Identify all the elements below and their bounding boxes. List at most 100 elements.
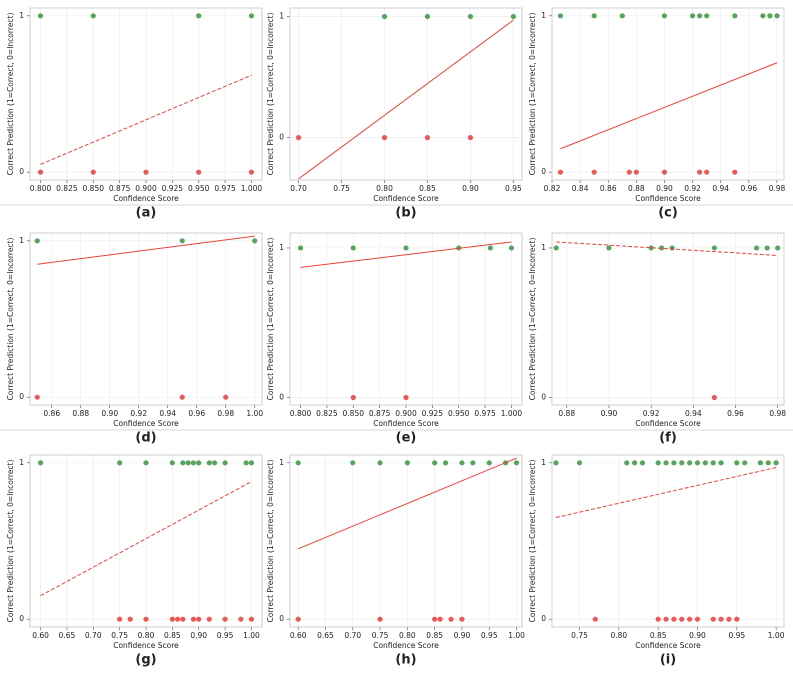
point: [718, 460, 724, 466]
x-tick-label: 0.70: [344, 631, 361, 640]
x-tick-label: 0.75: [571, 631, 588, 640]
point: [663, 460, 669, 466]
point: [742, 460, 748, 466]
point: [248, 13, 255, 19]
point: [576, 460, 583, 466]
plot-frame: [289, 454, 523, 628]
point: [295, 460, 301, 466]
plot-frame: [551, 7, 785, 181]
x-tick-label: 0.88: [558, 409, 575, 418]
y-tick-label: 1: [279, 11, 284, 20]
point: [179, 394, 185, 400]
point: [196, 460, 202, 466]
x-tick-label: 0.95: [481, 631, 498, 640]
point: [34, 394, 40, 400]
x-tick-label: 0.98: [217, 409, 234, 418]
point: [694, 616, 701, 622]
x-tick-label: 0.90: [689, 631, 706, 640]
point: [381, 135, 388, 141]
point: [774, 13, 780, 19]
point: [37, 13, 44, 19]
x-tick-label: 0.60: [290, 631, 307, 640]
x-tick-label: 0.925: [162, 184, 184, 193]
x-tick-label: 0.96: [727, 409, 744, 418]
point: [190, 616, 197, 622]
point: [175, 616, 181, 622]
point: [37, 460, 44, 466]
y-axis-label: Correct Prediction (1=Correct, 0=Incorre…: [528, 460, 537, 623]
x-tick-label: 0.95: [728, 631, 745, 640]
x-tick-label: 0.90: [101, 409, 118, 418]
plot-frame: [29, 232, 263, 406]
plot-frame: [29, 7, 263, 181]
caption: (a): [136, 206, 157, 221]
x-tick-label: 0.900: [395, 409, 417, 418]
point: [679, 616, 685, 622]
x-tick-label: 0.84: [572, 184, 589, 193]
x-tick-label: 0.925: [422, 409, 444, 418]
x-tick-label: 0.90: [190, 631, 207, 640]
trend-line: [555, 467, 777, 519]
x-tick-label: 0.875: [369, 409, 391, 418]
y-tick-label: 0: [541, 393, 546, 402]
point: [734, 460, 740, 466]
point: [661, 169, 668, 175]
y-tick-label: 1: [19, 458, 24, 467]
caption: (d): [135, 431, 156, 446]
point: [591, 169, 597, 175]
y-tick-label: 1: [19, 11, 24, 20]
point: [661, 13, 668, 19]
x-tick-label: 0.92: [130, 409, 147, 418]
x-tick-label: 0.75: [333, 184, 350, 193]
point: [775, 245, 781, 251]
x-tick-label: 0.65: [317, 631, 334, 640]
point: [767, 13, 773, 19]
y-tick-label: 0: [279, 133, 284, 142]
point: [655, 616, 661, 622]
x-tick-label: 0.92: [684, 184, 701, 193]
point: [702, 460, 708, 466]
y-axis-label: Correct Prediction (1=Correct, 0=Incorre…: [6, 13, 15, 176]
x-tick-label: 0.82: [544, 184, 561, 193]
x-axis-label: Confidence Score: [113, 194, 179, 203]
y-tick-label: 1: [279, 243, 284, 252]
point: [404, 460, 410, 466]
x-tick-label: 0.80: [138, 631, 155, 640]
point: [169, 616, 175, 622]
x-tick-label: 0.60: [32, 631, 49, 640]
point: [179, 238, 185, 244]
point: [679, 460, 685, 466]
y-tick-label: 0: [19, 167, 24, 176]
plot-frame: [29, 454, 263, 628]
point: [732, 169, 738, 175]
x-tick-label: 0.825: [316, 409, 338, 418]
point: [757, 460, 764, 466]
point: [553, 245, 559, 251]
point: [690, 13, 696, 19]
x-tick-label: 0.86: [600, 184, 617, 193]
point: [648, 245, 654, 251]
y-axis-label: Correct Prediction (1=Correct, 0=Incorre…: [6, 238, 15, 401]
point: [180, 616, 186, 622]
trend-line: [37, 235, 255, 265]
point: [669, 245, 675, 251]
point: [185, 460, 191, 466]
point: [403, 394, 409, 401]
y-tick-label: 0: [19, 614, 24, 623]
x-tick-label: 0.85: [650, 631, 667, 640]
trend-line: [40, 74, 252, 165]
y-axis-label: Correct Prediction (1=Correct, 0=Incorre…: [528, 238, 537, 401]
caption: (e): [396, 431, 417, 446]
point: [765, 460, 771, 466]
point: [704, 13, 710, 19]
x-axis-label: Confidence Score: [635, 419, 701, 428]
x-tick-label: 0.90: [454, 631, 471, 640]
point: [694, 460, 701, 466]
point: [633, 169, 639, 175]
x-tick-label: 0.98: [769, 184, 786, 193]
x-tick-label: 0.70: [85, 631, 102, 640]
point: [631, 460, 638, 466]
x-axis-label: Confidence Score: [113, 419, 179, 428]
y-tick-label: 1: [19, 236, 24, 245]
